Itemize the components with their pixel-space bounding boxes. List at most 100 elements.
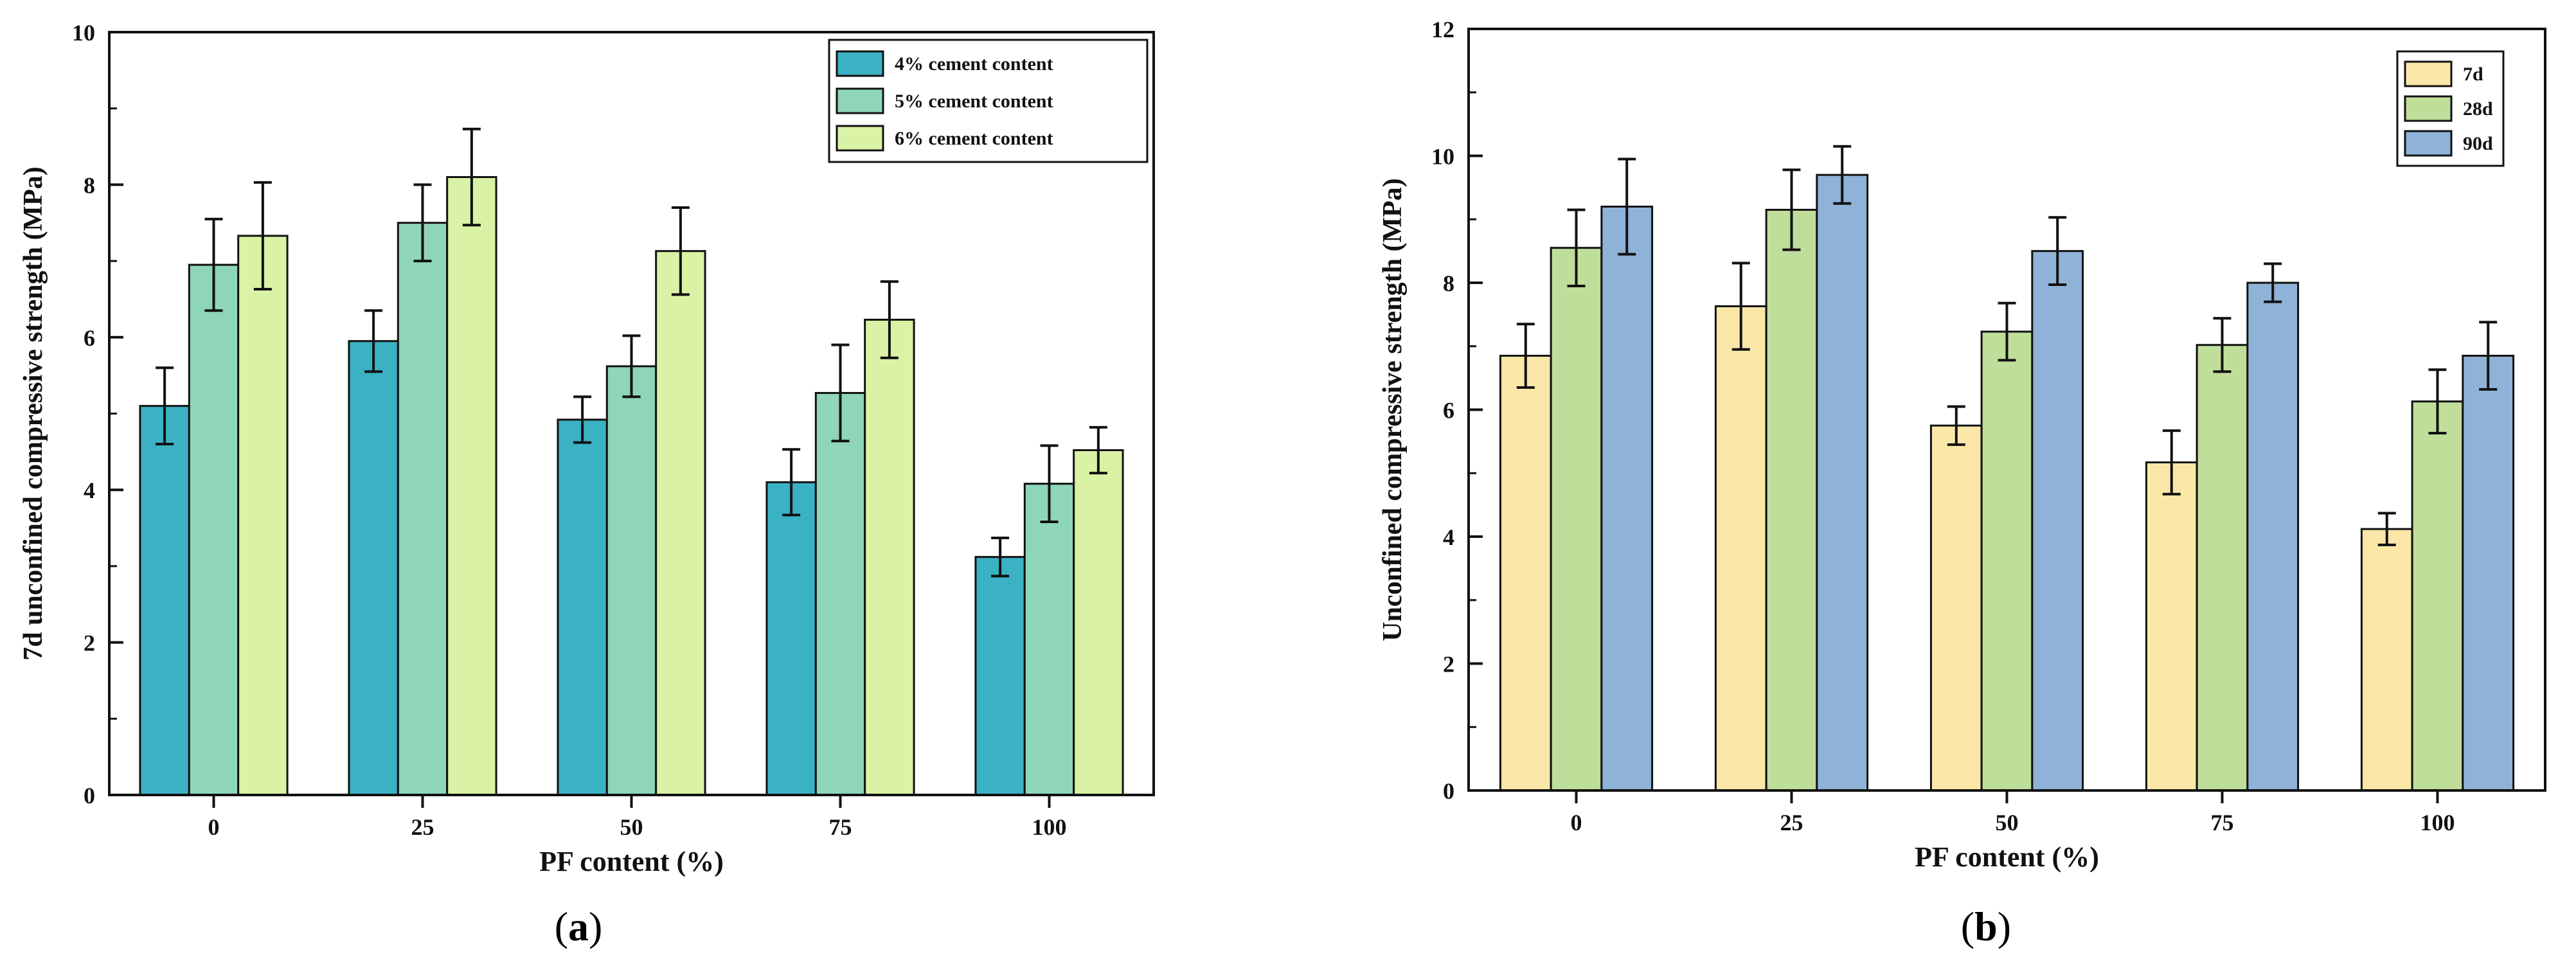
bar-a-s0-c1 (348, 340, 399, 796)
legend-swatch (2404, 95, 2453, 122)
y-tick-label: 12 (1431, 17, 1454, 42)
legend-item-2: 6% cement content (836, 125, 1053, 152)
legend-item-2: 90d (2404, 130, 2493, 157)
y-tick-label: 10 (72, 20, 95, 46)
legend-item-0: 4% cement content (836, 50, 1053, 77)
y-tick-label: 8 (1443, 271, 1454, 296)
legend-label: 28d (2463, 98, 2493, 120)
chart-b: 0 2 4 6 8 10 12 0 25 50 75 100 PF content (%) Unconfi… (1378, 17, 2546, 873)
y-tick-label: 0 (1443, 778, 1454, 804)
bar-b-s0-c2 (1929, 424, 1983, 792)
panel-label-b: (b) (1960, 904, 2012, 949)
error-bar-b-s0-c2 (1947, 405, 1965, 446)
bar-b-s2-c1 (1816, 174, 1869, 792)
bar-a-s1-c0 (188, 263, 240, 796)
x-tick-label: 50 (620, 814, 643, 840)
y-tick-label: 0 (84, 783, 95, 808)
bar-a-s0-c2 (557, 418, 608, 796)
error-bar-b-s1-c1 (1782, 168, 1801, 251)
bar-a-s1-c2 (605, 365, 657, 796)
legend-label: 7d (2463, 64, 2483, 85)
error-bar-b-s2-c0 (1618, 157, 1636, 256)
bar-b-s1-c0 (1550, 247, 1603, 792)
error-bar-b-s0-c0 (1516, 323, 1535, 389)
error-bar-a-s2-c4 (1089, 425, 1107, 475)
error-bar-b-s2-c2 (2048, 216, 2067, 286)
bar-b-s2-c0 (1600, 206, 1654, 792)
x-tick-label: 50 (1996, 810, 2019, 835)
error-bar-b-s0-c1 (1731, 262, 1750, 351)
x-tick-label: 25 (411, 814, 434, 840)
bar-b-s2-c2 (2031, 250, 2084, 792)
y-tick-label: 2 (1443, 652, 1454, 677)
bar-b-s0-c0 (1499, 355, 1552, 792)
error-bar-a-s2-c3 (880, 280, 899, 359)
bar-a-s2-c0 (237, 235, 289, 796)
y-tick-label: 2 (84, 630, 95, 656)
y-tick-label: 10 (1431, 144, 1454, 170)
bar-a-s0-c3 (765, 481, 817, 796)
x-axis-title: PF content (%) (1915, 841, 2099, 873)
y-axis-title: 7d unconfined compressive strength (MPa) (19, 166, 48, 660)
bar-b-s2-c3 (2246, 281, 2300, 792)
legend-swatch (2404, 60, 2453, 87)
bar-b-s1-c2 (1980, 330, 2034, 792)
error-bar-a-s0-c3 (782, 448, 801, 517)
legend-swatch (836, 87, 884, 114)
error-bar-a-s0-c1 (364, 309, 383, 373)
error-bar-b-s2-c4 (2479, 321, 2498, 391)
error-bar-b-s0-c3 (2162, 429, 2181, 495)
legend-item-1: 5% cement content (836, 87, 1053, 114)
legend-swatch (2404, 130, 2453, 157)
error-bar-b-s2-c1 (1833, 145, 1852, 205)
legend-label: 90d (2463, 133, 2493, 154)
bar-b-s1-c4 (2411, 400, 2464, 792)
error-bar-a-s1-c0 (204, 217, 223, 312)
error-bar-a-s0-c0 (156, 366, 174, 445)
error-bar-a-s1-c3 (831, 343, 850, 443)
x-tick-label: 75 (2211, 810, 2234, 835)
error-bar-a-s0-c2 (573, 395, 592, 444)
error-bar-a-s1-c4 (1040, 444, 1059, 524)
bar-a-s2-c1 (446, 176, 497, 796)
x-tick-label: 100 (1032, 814, 1067, 840)
legend-label: 5% cement content (895, 91, 1053, 112)
bar-b-s0-c4 (2360, 528, 2413, 792)
y-tick-label: 4 (84, 478, 95, 503)
bar-b-s1-c3 (2196, 344, 2249, 792)
bar-a-s2-c3 (864, 318, 915, 796)
y-axis-title: Unconfined compressive strength (MPa) (1378, 178, 1408, 641)
legend-item-0: 7d (2404, 60, 2483, 87)
error-bar-a-s2-c0 (253, 181, 272, 291)
y-tick-label: 6 (1443, 398, 1454, 424)
error-bar-a-s2-c1 (462, 127, 481, 227)
error-bar-a-s0-c4 (991, 536, 1010, 578)
error-bar-b-s2-c3 (2264, 262, 2282, 303)
legend: 4% cement content 5% cement content 6% cem… (828, 39, 1149, 163)
legend-item-1: 28d (2404, 95, 2493, 122)
bar-a-s1-c3 (814, 391, 866, 796)
y-tick-label: 6 (84, 325, 95, 351)
bar-b-s0-c1 (1714, 305, 1767, 792)
x-tick-label: 25 (1780, 810, 1803, 835)
x-axis-title: PF content (%) (539, 846, 724, 877)
error-bar-a-s2-c2 (671, 206, 690, 296)
bar-b-s0-c3 (2145, 461, 2198, 792)
bar-a-s2-c2 (655, 250, 706, 796)
legend: 7d 28d 90d (2396, 50, 2505, 167)
bar-a-s0-c4 (974, 556, 1026, 796)
bar-a-s0-c0 (139, 405, 190, 796)
error-bar-a-s1-c2 (622, 334, 641, 398)
bar-b-s1-c1 (1765, 208, 1818, 792)
panel-label-a: (a) (554, 904, 603, 949)
legend-label: 4% cement content (895, 53, 1053, 75)
error-bar-b-s1-c0 (1567, 208, 1586, 287)
legend-label: 6% cement content (895, 128, 1053, 149)
x-tick-label: 100 (2420, 810, 2455, 835)
error-bar-a-s1-c1 (413, 183, 432, 263)
error-bar-b-s1-c2 (1998, 301, 2016, 362)
legend-swatch (836, 50, 884, 77)
legend-swatch (836, 125, 884, 152)
